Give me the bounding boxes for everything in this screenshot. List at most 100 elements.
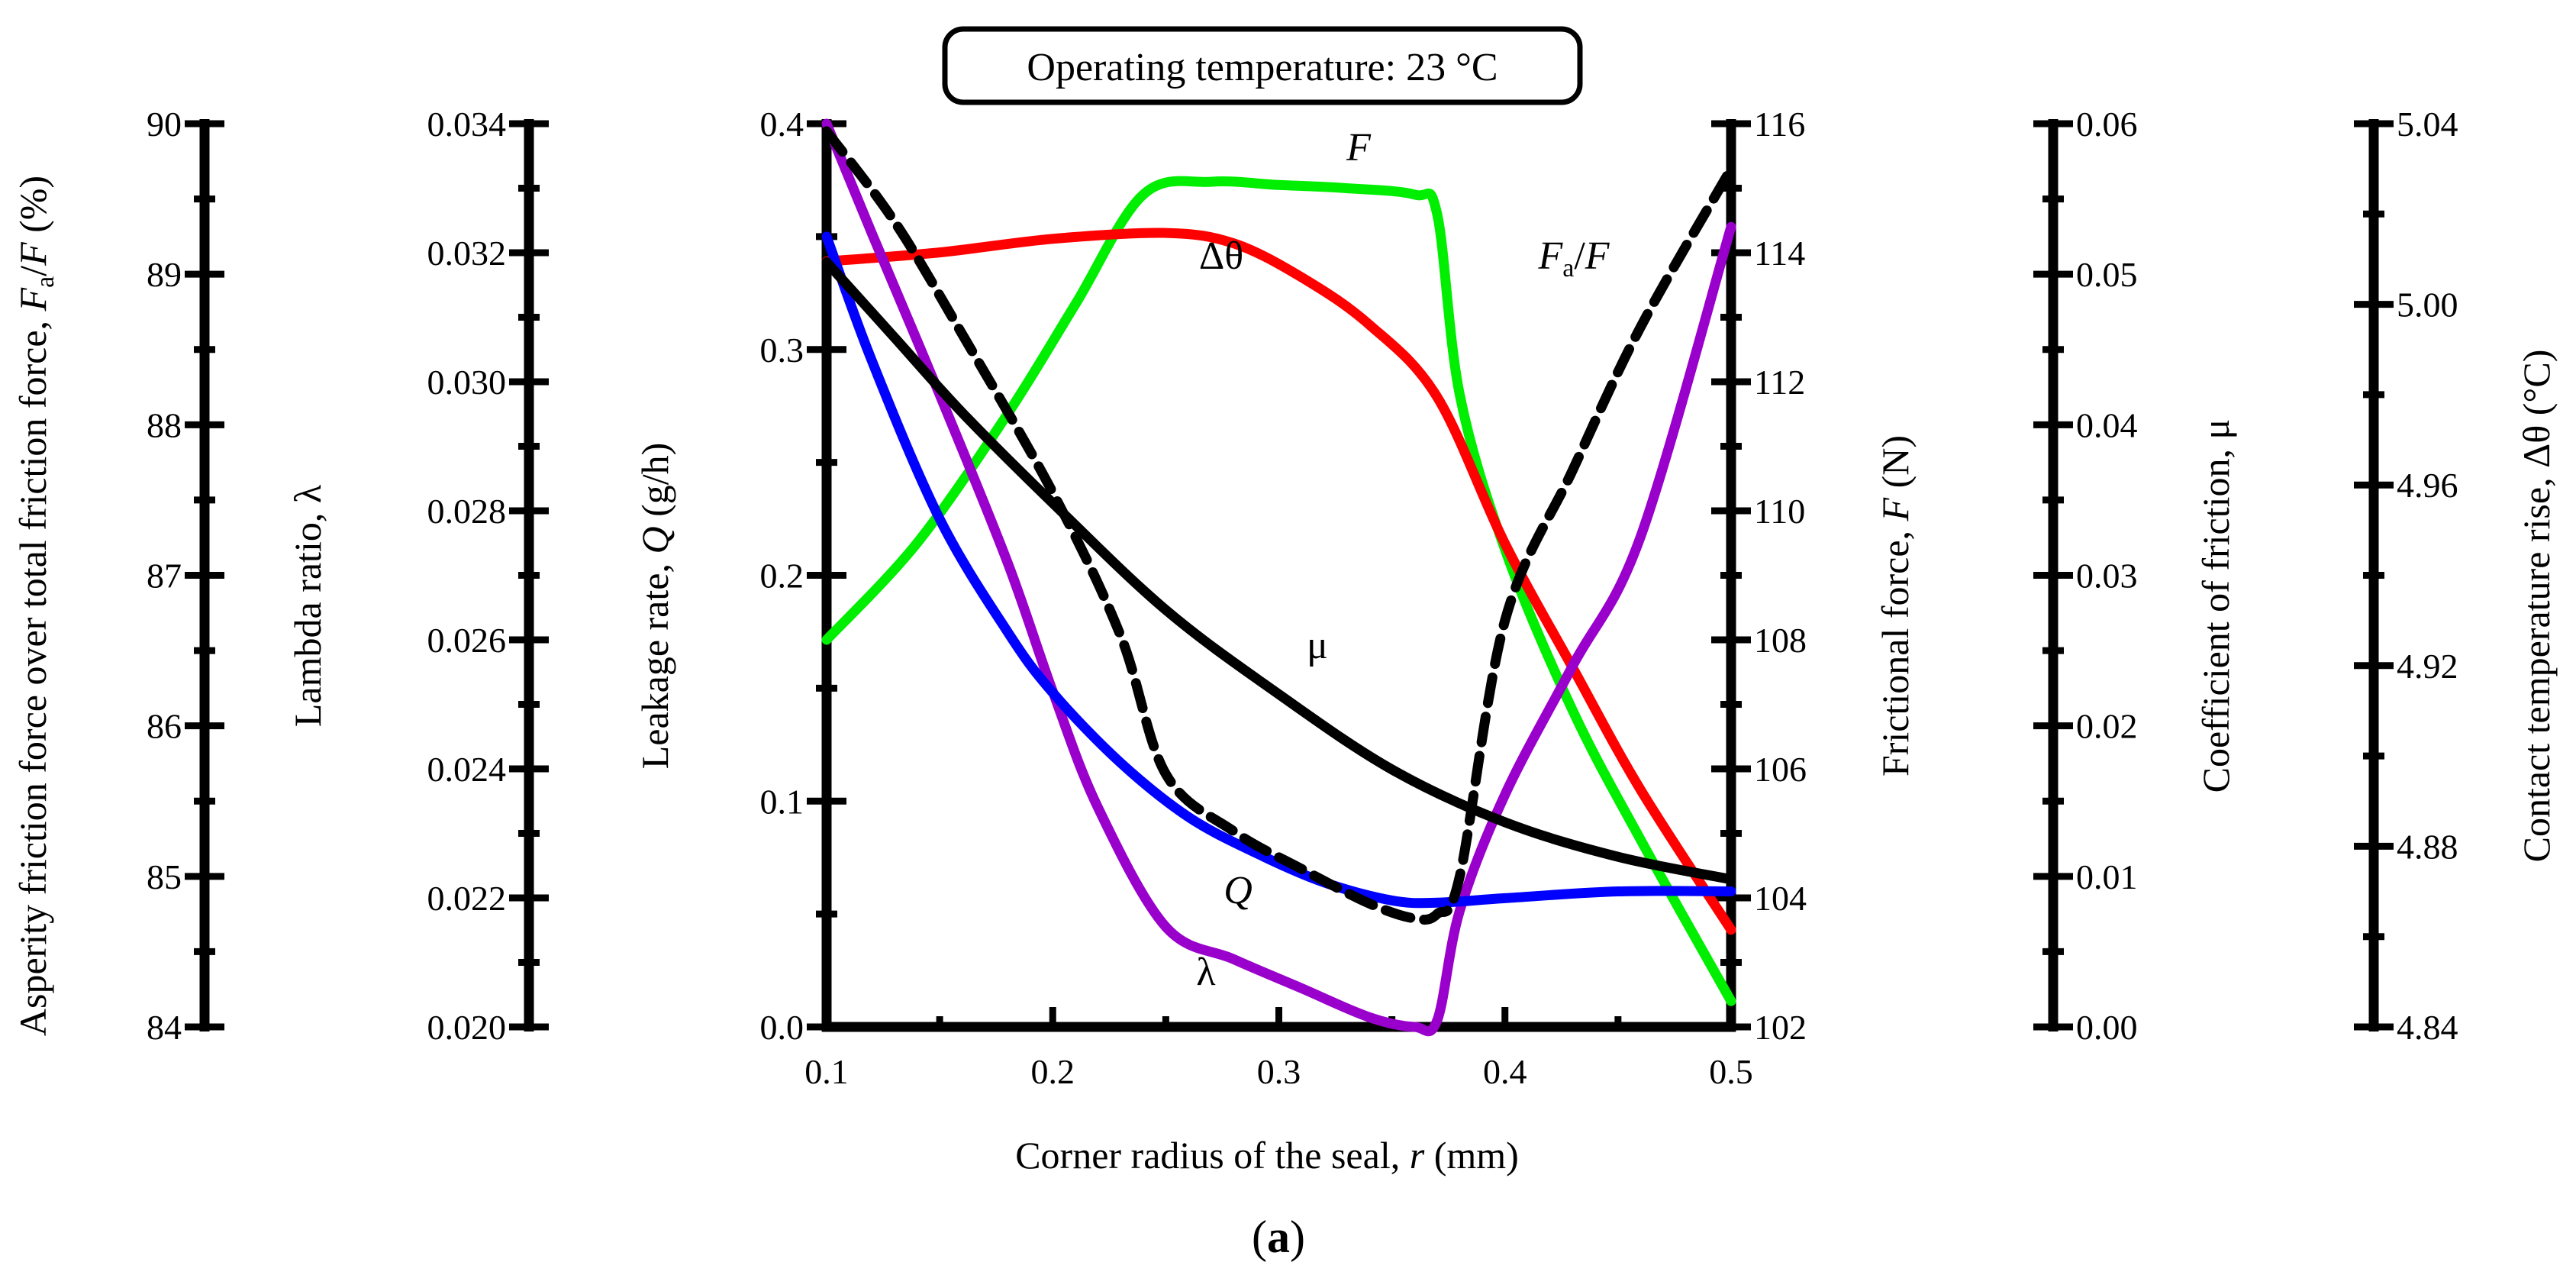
tick-label: 5.04 bbox=[2397, 105, 2458, 144]
axis-title-part: μ bbox=[2194, 419, 2237, 440]
label-part: a bbox=[1562, 254, 1574, 282]
tick-label: 0.06 bbox=[2076, 105, 2138, 144]
axis-title-lambda: Lambda ratio, λ bbox=[286, 485, 329, 727]
series-line-lambda bbox=[821, 118, 1736, 1037]
axis-lambda: 0.020 0.022 0.024 0.026 0.028 0.030 0.032 0.034… bbox=[286, 105, 549, 1047]
x-tick-label: 0.2 bbox=[1031, 1052, 1075, 1091]
figure-caption: (a) bbox=[1252, 1212, 1305, 1262]
series-line-F bbox=[821, 176, 1736, 1006]
axis-title-part: Q bbox=[634, 526, 676, 554]
axis-title-friction-force: Frictional force, F (N) bbox=[1874, 435, 1917, 776]
caption-close: ) bbox=[1290, 1212, 1305, 1262]
tick-label: 0.022 bbox=[427, 879, 507, 918]
label-part: / bbox=[1574, 234, 1585, 278]
tick-label: 0.034 bbox=[427, 105, 507, 144]
x-tick-label: 0.3 bbox=[1257, 1052, 1301, 1091]
label-part: F bbox=[1537, 234, 1563, 278]
tick-label: 0.3 bbox=[760, 331, 804, 370]
tick-label: 0.03 bbox=[2076, 557, 2138, 596]
tick-label: 84 bbox=[147, 1008, 182, 1047]
tick-label: 0.4 bbox=[760, 105, 804, 144]
tick-label: 0.026 bbox=[427, 621, 507, 660]
axis-title-part: Frictional force, bbox=[1874, 521, 1917, 776]
x-axis: 0.1 0.2 0.3 0.4 0.5 bbox=[804, 1007, 1753, 1091]
title-box bbox=[942, 26, 1583, 105]
tick-label: 90 bbox=[147, 105, 182, 144]
curve-label-F: F bbox=[1346, 126, 1372, 169]
axis-title-part: (%) bbox=[11, 176, 54, 242]
axis-title-part: / bbox=[11, 266, 54, 276]
tick-label: 0.05 bbox=[2076, 255, 2138, 294]
series-line-mu bbox=[821, 257, 1736, 885]
tick-label: 106 bbox=[1754, 750, 1807, 789]
x-axis-title-text: Corner radius of the seal, bbox=[1015, 1134, 1410, 1177]
tick-label: 116 bbox=[1754, 105, 1805, 144]
axis-title-part: (N) bbox=[1874, 435, 1917, 498]
axis-title-part: Contact temperature rise, bbox=[2515, 468, 2558, 862]
chart-title-banner: Operating temperature: 23 °C bbox=[942, 26, 1583, 105]
tick-label: 4.96 bbox=[2397, 466, 2458, 505]
x-axis-title-symbol: r bbox=[1410, 1134, 1425, 1177]
tick-label: 0.1 bbox=[760, 782, 804, 821]
axis-friction-force: 102 104 106 108 110 112 114 116 Frictional force… bbox=[1711, 105, 1917, 1047]
tick-label: 102 bbox=[1754, 1008, 1807, 1047]
caption-letter: a bbox=[1267, 1212, 1290, 1262]
tick-label: 0.00 bbox=[2076, 1008, 2138, 1047]
tick-label: 5.00 bbox=[2397, 286, 2458, 324]
x-axis-title: Corner radius of the seal, r (mm) bbox=[1015, 1134, 1519, 1177]
tick-label: 112 bbox=[1754, 363, 1805, 402]
axis-title-coefficient: Coefficient of friction, μ bbox=[2194, 419, 2237, 793]
tick-label: 0.2 bbox=[760, 557, 804, 596]
label-part: F bbox=[1585, 234, 1610, 278]
x-tick-label: 0.5 bbox=[1709, 1052, 1753, 1091]
x-axis-title-unit: (mm) bbox=[1424, 1134, 1519, 1177]
tick-label: 0.0 bbox=[760, 1008, 804, 1047]
axis-title-part: Lambda ratio, bbox=[286, 503, 329, 727]
axis-title-part: F bbox=[11, 287, 54, 312]
tick-label: 87 bbox=[147, 557, 182, 596]
caption-open: ( bbox=[1252, 1212, 1267, 1262]
curve-label-Q: Q bbox=[1224, 869, 1253, 912]
series-line-Fa-over-F bbox=[821, 126, 1736, 925]
tick-label: 4.88 bbox=[2397, 827, 2458, 866]
axis-title-part: (g/h) bbox=[634, 443, 676, 527]
curve-label-Fa-over-F: Fa/F bbox=[1537, 234, 1610, 282]
axis-title-part: Asperity friction force over total frict… bbox=[11, 311, 54, 1036]
x-tick-label: 0.1 bbox=[804, 1052, 849, 1091]
axis-title-part: a bbox=[31, 276, 60, 288]
tick-label: 0.04 bbox=[2076, 405, 2138, 444]
tick-label: 104 bbox=[1754, 879, 1807, 918]
axis-coefficient: 0.00 0.01 0.02 0.03 0.04 0.05 0.06 Coefficient … bbox=[2033, 105, 2237, 1047]
tick-label: 0.032 bbox=[427, 234, 507, 273]
tick-label: 0.020 bbox=[427, 1008, 507, 1047]
tick-label: 86 bbox=[147, 707, 182, 746]
axis-title-leakage: Leakage rate, Q (g/h) bbox=[634, 443, 676, 770]
axis-temp-rise: 4.84 4.88 4.92 4.96 5.00 5.04 Contact temperat… bbox=[2354, 105, 2558, 1047]
curve-label-mu: μ bbox=[1307, 624, 1328, 667]
tick-label: 110 bbox=[1754, 492, 1805, 531]
tick-label: 108 bbox=[1754, 621, 1807, 660]
axis-title-part: Leakage rate, bbox=[634, 554, 676, 770]
axis-leakage: 0.0 0.1 0.2 0.3 0.4 Leakage rate, Q (g/h) bbox=[634, 105, 846, 1047]
series-layer bbox=[821, 118, 1736, 1037]
curve-label-delta-theta: Δθ bbox=[1199, 234, 1243, 278]
axis-title-part: Coefficient of friction, bbox=[2194, 439, 2237, 793]
axis-title-part: F bbox=[11, 242, 54, 266]
tick-label: 88 bbox=[147, 405, 182, 444]
axis-title-part: (°C) bbox=[2515, 350, 2558, 425]
axis-asperity-ratio: 84 85 86 87 88 89 90 Asperity friction force ov… bbox=[11, 105, 224, 1047]
tick-label: 89 bbox=[147, 255, 182, 294]
tick-label: 4.84 bbox=[2397, 1008, 2458, 1047]
series-line-delta-theta bbox=[821, 228, 1736, 935]
tick-label: 0.030 bbox=[427, 363, 507, 402]
axis-title-asperity-ratio: Asperity friction force over total frict… bbox=[11, 176, 60, 1036]
tick-label: 114 bbox=[1754, 234, 1805, 273]
axis-title-part: λ bbox=[286, 485, 329, 503]
tick-label: 4.92 bbox=[2397, 647, 2458, 686]
axes-layer: 84 85 86 87 88 89 90 Asperity friction force ov… bbox=[11, 105, 2558, 1091]
x-tick-label: 0.4 bbox=[1483, 1052, 1527, 1091]
chart-title: Operating temperature: 23 °C bbox=[1027, 46, 1498, 89]
axis-title-temp-rise: Contact temperature rise, Δθ (°C) bbox=[2515, 350, 2558, 863]
tick-label: 0.024 bbox=[427, 750, 507, 789]
